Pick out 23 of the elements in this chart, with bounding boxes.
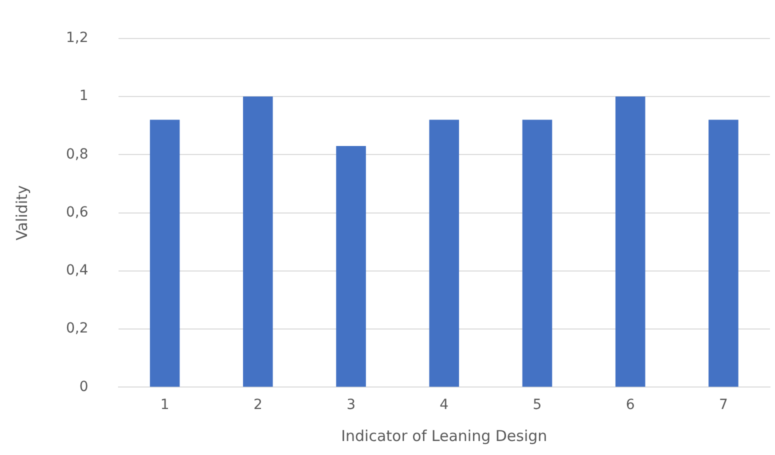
bar bbox=[522, 120, 552, 387]
y-tick-label: 0,2 bbox=[66, 320, 88, 337]
x-tick-label: 2 bbox=[253, 397, 262, 414]
bar bbox=[150, 120, 180, 387]
x-axis-title: Indicator of Leaning Design bbox=[341, 426, 548, 445]
x-tick-label: 5 bbox=[532, 397, 542, 414]
y-axis-title: Validity bbox=[12, 185, 31, 240]
bar bbox=[708, 120, 738, 387]
x-tick-label: 6 bbox=[626, 397, 635, 414]
bar bbox=[336, 146, 366, 387]
y-tick-label: 0,6 bbox=[66, 204, 88, 220]
bar bbox=[615, 96, 646, 387]
x-tick-label: 7 bbox=[718, 397, 728, 414]
y-tick-label: 0,8 bbox=[66, 146, 88, 162]
y-tick-label: 1 bbox=[79, 88, 88, 104]
y-tick-label: 0 bbox=[79, 378, 88, 395]
bar bbox=[243, 96, 273, 387]
y-tick-label: 0,4 bbox=[66, 262, 88, 279]
x-tick-label: 4 bbox=[440, 397, 449, 414]
bar bbox=[429, 120, 460, 387]
y-tick-label: 1,2 bbox=[66, 30, 88, 46]
x-tick-label: 1 bbox=[160, 397, 170, 414]
x-tick-label: 3 bbox=[346, 397, 356, 414]
